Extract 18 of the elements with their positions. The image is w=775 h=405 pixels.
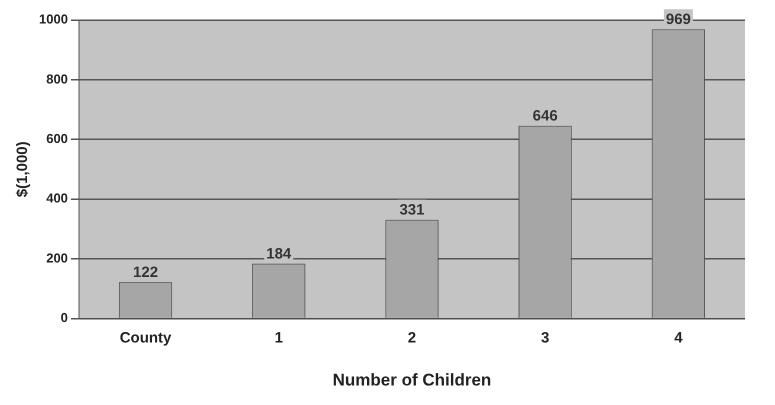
y-tick-label: 800 xyxy=(46,71,68,86)
x-tick-label: 2 xyxy=(408,330,416,347)
data-label: 184 xyxy=(266,245,292,262)
x-tick-label: County xyxy=(120,330,172,347)
y-tick-label: 0 xyxy=(60,310,68,326)
data-label: 969 xyxy=(666,10,691,28)
y-tick-label: 200 xyxy=(46,250,68,266)
data-label: 331 xyxy=(399,201,424,218)
data-label: 646 xyxy=(532,107,558,124)
x-tick-label: 1 xyxy=(274,330,283,347)
x-tick-label: 4 xyxy=(674,330,684,347)
y-tick-label: 400 xyxy=(46,190,68,206)
data-label: 122 xyxy=(133,264,158,281)
x-tick-label: 3 xyxy=(541,330,550,347)
y-tick-label: 600 xyxy=(46,131,68,146)
x-axis-title: Number of Children xyxy=(332,370,492,390)
y-axis-title: $(1,000) xyxy=(14,141,32,198)
y-tick-label: 1000 xyxy=(39,12,68,27)
